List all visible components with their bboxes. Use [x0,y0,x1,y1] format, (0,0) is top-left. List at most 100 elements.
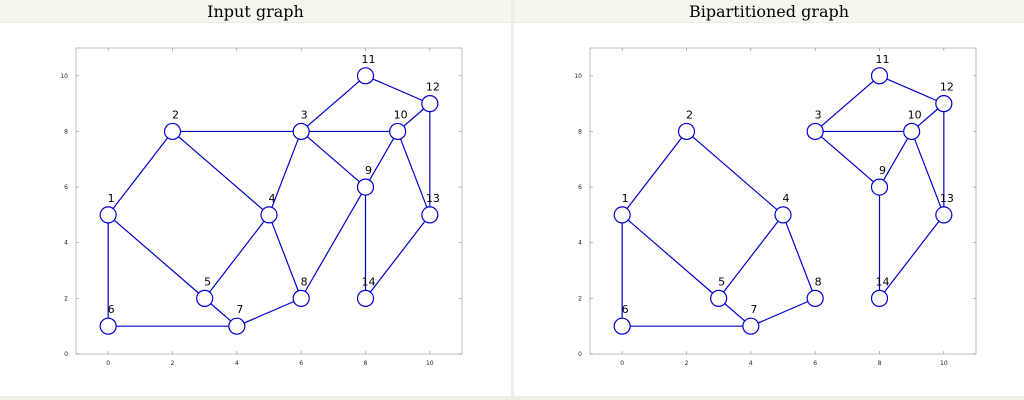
graph-node-label-11: 11 [876,53,890,66]
graph-node-label-4: 4 [783,192,790,205]
x-tick-label: 0 [106,360,110,367]
input-graph-panel: Input graph 0 2 4 6 8 10 0 2 4 6 8 10 1 2 3 4 5 6 7 8 9 10 11 1… [0,0,511,400]
graph-node-6 [613,317,631,335]
graph-node-label-13: 13 [426,192,440,205]
y-tick-label: 6 [64,184,68,191]
graph-node-11 [356,67,375,85]
graph-edge-2-4 [172,131,270,216]
graph-edge-3-9 [814,131,880,188]
graph-node-label-2: 2 [686,108,693,121]
graph-node-4 [260,206,278,224]
graph-node-label-12: 12 [940,81,954,94]
graph-node-4 [774,206,792,224]
graph-node-label-5: 5 [718,275,725,288]
graph-node-label-7: 7 [750,303,757,316]
graph-node-label-12: 12 [426,81,440,94]
x-tick-label: 2 [685,360,689,367]
graph-edge-2-4 [686,131,784,216]
x-tick-label: 6 [813,360,817,367]
graph-node-label-14: 14 [876,275,890,288]
x-tick-label: 0 [620,360,624,367]
x-tick-label: 4 [749,360,753,367]
graph-edge-9-10 [878,131,913,188]
y-tick-label: 8 [64,128,68,135]
graph-node-12 [935,95,953,113]
y-tick-label: 4 [578,240,582,247]
graph-edge-3-11 [814,75,880,132]
bipartitioned-graph-title-bar: Bipartitioned graph [514,0,1024,23]
y-tick-label: 2 [64,295,68,302]
graph-node-label-5: 5 [204,275,211,288]
graph-node-label-4: 4 [269,192,276,205]
graph-node-label-9: 9 [879,164,886,177]
graph-edge-8-9 [300,186,367,299]
graph-node-label-3: 3 [815,108,822,121]
graph-node-label-7: 7 [236,303,243,316]
graph-node-label-2: 2 [172,108,179,121]
graph-node-10 [903,122,921,141]
graph-edge-3-11 [300,75,366,132]
graph-node-9 [870,178,889,196]
graph-edge-9-10 [364,131,399,188]
graph-edge-11-12 [879,75,945,105]
graph-node-1 [99,206,117,224]
x-tick-label: 8 [878,360,882,367]
graph-edge-7-8 [236,297,302,327]
x-tick-label: 4 [235,360,239,367]
input-graph-title: Input graph [207,2,304,21]
graph-node-label-10: 10 [908,108,922,121]
graph-node-14 [870,289,889,307]
graph-node-label-6: 6 [108,303,115,316]
x-tick-label: 8 [364,360,368,367]
graph-edge-4-8 [782,214,816,299]
y-tick-label: 10 [574,73,582,80]
graph-node-8 [292,289,310,307]
graph-node-3 [292,122,310,141]
graph-node-2 [677,122,696,141]
graph-node-label-6: 6 [622,303,629,316]
graph-node-6 [99,317,117,335]
graph-node-5 [196,289,214,307]
graph-edge-4-8 [268,214,302,299]
graph-node-label-11: 11 [362,53,376,66]
graph-node-7 [228,317,246,335]
graph-edge-1-2 [107,131,173,216]
graph-node-label-13: 13 [940,192,954,205]
x-tick-label: 10 [940,360,948,367]
graph-node-3 [806,122,824,141]
graph-node-label-3: 3 [301,108,308,121]
y-tick-label: 6 [578,184,582,191]
panel-divider [511,0,514,400]
x-tick-label: 10 [426,360,434,367]
graph-node-12 [421,95,439,113]
graph-edge-13-14 [365,214,431,299]
y-tick-label: 0 [578,351,582,358]
graph-node-13 [421,206,439,224]
graph-node-10 [389,122,407,141]
plot-frame [589,47,977,355]
graph-node-label-1: 1 [108,192,115,205]
graph-edge-1-5 [107,214,206,299]
graph-node-11 [870,67,889,85]
graph-node-label-8: 8 [301,275,308,288]
graph-edge-3-9 [300,131,366,188]
graph-edge-13-14 [879,214,945,299]
graph-node-2 [163,122,182,141]
graph-edge-3-4 [268,131,302,216]
graph-edge-1-5 [621,214,720,299]
bottom-border [0,396,1024,400]
y-tick-label: 4 [64,240,68,247]
graph-edge-10-13 [911,131,945,216]
graph-node-1 [613,206,631,224]
x-tick-label: 6 [299,360,303,367]
graph-node-label-9: 9 [365,164,372,177]
graph-node-9 [356,178,375,196]
graph-node-5 [710,289,728,307]
graph-edge-10-13 [397,131,431,216]
graph-edge-1-2 [621,131,687,216]
graph-node-8 [806,289,824,307]
graph-edge-4-5 [204,214,270,299]
bipartitioned-graph-panel: Bipartitioned graph 0 2 4 6 8 10 0 2 4 6 8 10 1 2 3 4 5 6… [514,0,1024,400]
